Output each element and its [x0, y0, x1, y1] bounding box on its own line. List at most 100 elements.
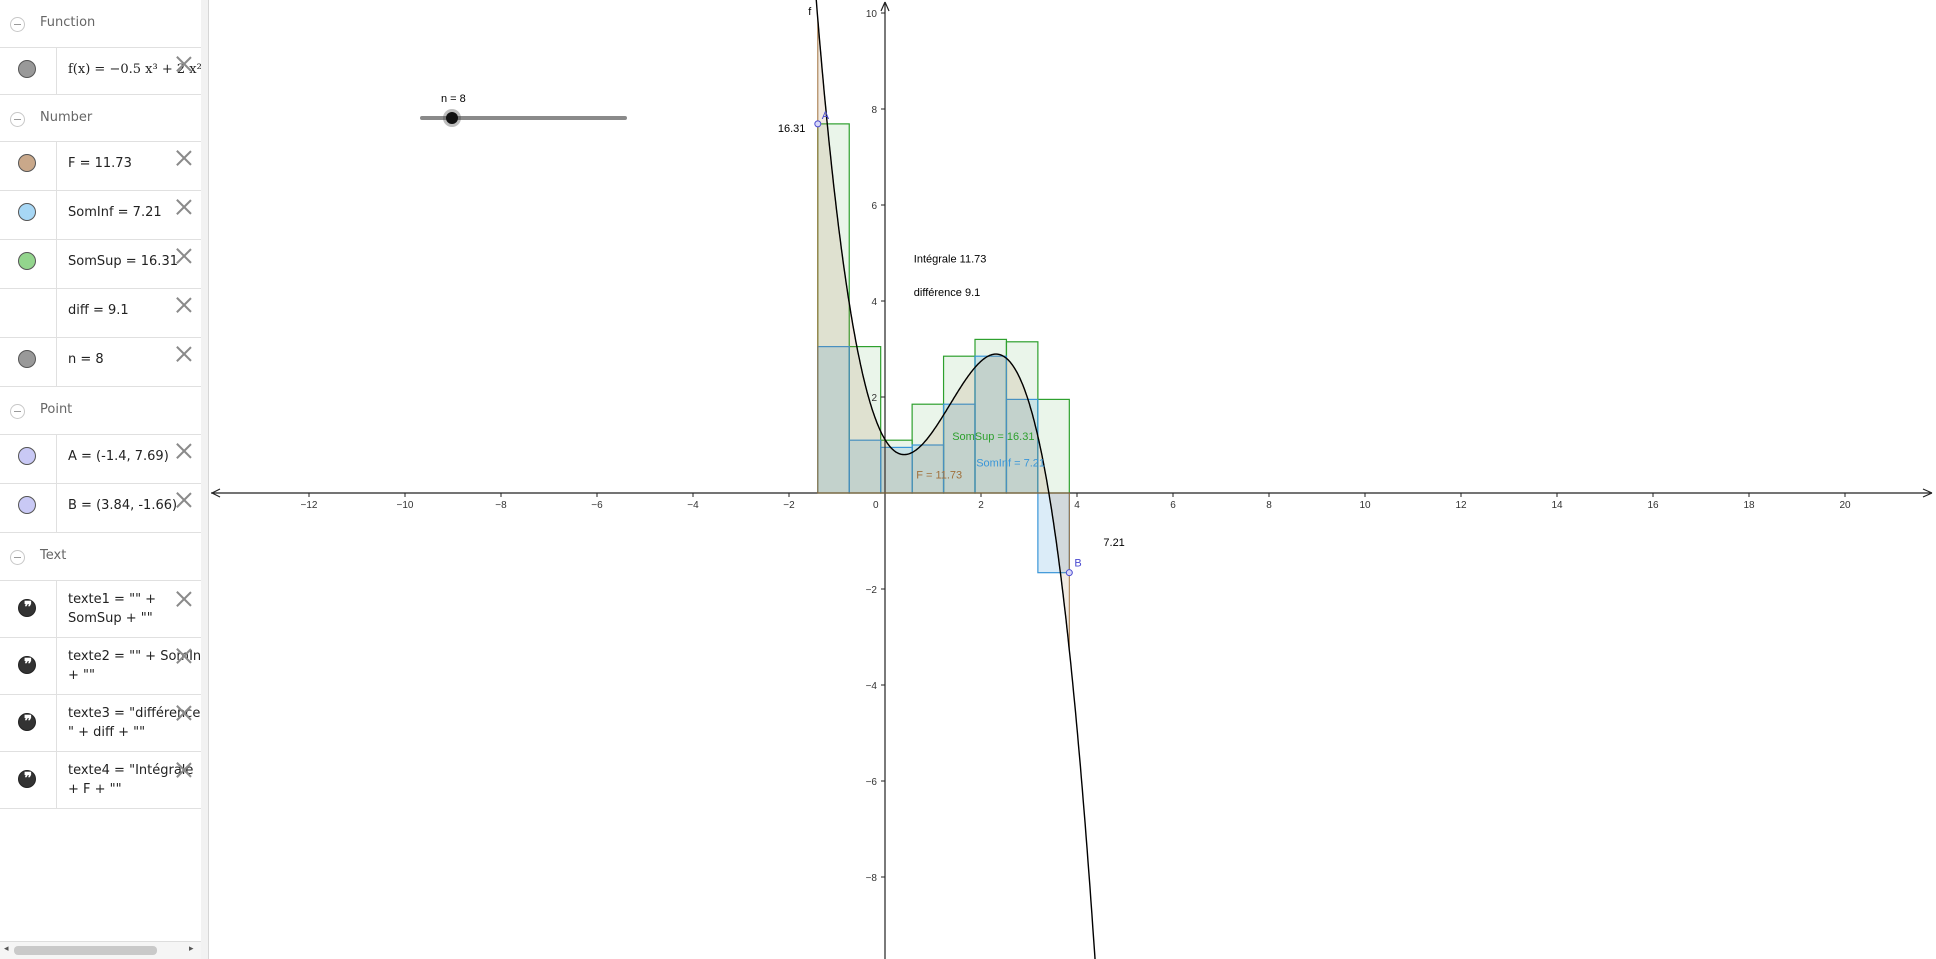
- algebra-row-function[interactable]: f(x) = −0.5 x³ + 2 x²: [0, 48, 201, 95]
- text-expression[interactable]: texte4 = "Intégrale + F + "": [68, 761, 193, 799]
- x-axis-arrow: [211, 488, 221, 498]
- scroll-right-icon[interactable]: ▸: [189, 944, 194, 954]
- delete-icon[interactable]: [176, 199, 192, 215]
- text-expression[interactable]: texte1 = "" + SomSup + "": [68, 590, 156, 628]
- category-point[interactable]: Point: [0, 387, 201, 435]
- text-expression-line: texte4 = "Intégrale: [68, 763, 194, 778]
- algebra-row-number[interactable]: n = 8: [0, 338, 201, 387]
- collapse-icon[interactable]: [10, 404, 25, 419]
- point-a[interactable]: [814, 120, 822, 128]
- somsup-caption: SomSup = 16.31: [952, 431, 1034, 443]
- number-expression[interactable]: diff = 9.1: [68, 303, 129, 318]
- number-expression[interactable]: SomSup = 16.31: [68, 254, 178, 269]
- visibility-toggle-icon[interactable]: [18, 203, 36, 221]
- visibility-toggle-icon[interactable]: [18, 350, 36, 368]
- delete-icon[interactable]: [176, 762, 192, 778]
- y-tick-label: 2: [871, 393, 877, 404]
- difference-text: différence 9.1: [914, 287, 980, 299]
- collapse-icon[interactable]: [10, 17, 25, 32]
- x-tick-label: 4: [1074, 500, 1080, 511]
- x-tick-label: 20: [1839, 500, 1851, 511]
- point-expression[interactable]: A = (-1.4, 7.69): [68, 449, 169, 464]
- delete-icon[interactable]: [176, 648, 192, 664]
- number-expression[interactable]: SomInf = 7.21: [68, 205, 162, 220]
- integral-area: [817, 19, 1070, 651]
- integrale-text: Intégrale 11.73: [914, 254, 987, 266]
- y-tick-label: −2: [866, 585, 878, 596]
- lower-sum-rect: [817, 346, 850, 494]
- algebra-row-number[interactable]: diff = 9.1: [0, 289, 201, 338]
- collapse-icon[interactable]: [10, 550, 25, 565]
- sominf-caption: SomInf = 7.21: [976, 458, 1045, 470]
- text-expression-line: texte3 = "différence: [68, 706, 201, 721]
- y-tick-label: 10: [866, 9, 878, 20]
- quote-icon[interactable]: ❞: [18, 598, 36, 617]
- y-tick-label: 6: [871, 201, 877, 212]
- algebra-row-text[interactable]: ❞ texte1 = "" + SomSup + "": [0, 581, 201, 638]
- y-tick-label: 8: [871, 105, 877, 116]
- visibility-toggle-icon[interactable]: [18, 154, 36, 172]
- y-axis-arrow: [880, 1, 890, 12]
- algebra-row-number[interactable]: SomInf = 7.21: [0, 191, 201, 240]
- quote-icon[interactable]: ❞: [18, 712, 36, 731]
- function-curve[interactable]: [791, 0, 1096, 959]
- point-a-label: A: [822, 110, 830, 122]
- lower-sum-rect: [848, 439, 882, 494]
- delete-icon[interactable]: [176, 248, 192, 264]
- point-b[interactable]: [1065, 569, 1073, 577]
- text-expression-line: texte1 = "" +: [68, 592, 157, 607]
- horizontal-scrollbar[interactable]: ◂ ▸: [0, 941, 201, 959]
- category-label: Function: [40, 15, 96, 30]
- number-expression[interactable]: F = 11.73: [68, 156, 132, 171]
- delete-icon[interactable]: [176, 346, 192, 362]
- algebra-row-point[interactable]: B = (3.84, -1.66): [0, 484, 201, 533]
- x-tick-label: 14: [1551, 500, 1563, 511]
- delete-icon[interactable]: [176, 492, 192, 508]
- slider-knob[interactable]: [446, 112, 458, 124]
- delete-icon[interactable]: [176, 150, 192, 166]
- quote-icon[interactable]: ❞: [18, 769, 36, 788]
- algebra-row-text[interactable]: ❞ texte3 = "différence " + diff + "": [0, 695, 201, 752]
- category-number[interactable]: Number: [0, 95, 201, 142]
- view-divider[interactable]: [201, 0, 209, 959]
- algebra-row-text[interactable]: ❞ texte2 = "" + SomInf + "": [0, 638, 201, 695]
- x-tick-label: 10: [1359, 500, 1371, 511]
- point-b-label: B: [1074, 558, 1081, 570]
- collapse-icon[interactable]: [10, 112, 25, 127]
- number-expression[interactable]: n = 8: [68, 352, 104, 367]
- category-label: Text: [40, 548, 67, 563]
- x-tick-label: 0: [873, 500, 879, 511]
- algebra-row-number[interactable]: F = 11.73: [0, 142, 201, 191]
- function-expression[interactable]: f(x) = −0.5 x³ + 2 x²: [68, 62, 202, 77]
- algebra-row-point[interactable]: A = (-1.4, 7.69): [0, 435, 201, 484]
- quote-icon[interactable]: ❞: [18, 655, 36, 674]
- quote-glyph: ❞: [23, 712, 33, 730]
- visibility-toggle-icon[interactable]: [18, 447, 36, 465]
- scroll-left-icon[interactable]: ◂: [4, 944, 9, 954]
- sominf-value-label: 7.21: [1103, 537, 1124, 549]
- category-text[interactable]: Text: [0, 533, 201, 581]
- delete-icon[interactable]: [176, 705, 192, 721]
- visibility-toggle-icon[interactable]: [18, 252, 36, 270]
- delete-icon[interactable]: [176, 443, 192, 459]
- category-label: Number: [40, 110, 93, 125]
- text-expression-line: + F + "": [68, 782, 122, 797]
- visibility-toggle-icon[interactable]: [18, 60, 36, 78]
- scrollbar-thumb[interactable]: [14, 946, 157, 955]
- y-tick-label: 4: [871, 297, 877, 308]
- text-expression-line: texte2 = "" + SomInf: [68, 649, 202, 664]
- delete-icon[interactable]: [176, 56, 192, 72]
- text-expression[interactable]: texte2 = "" + SomInf + "": [68, 647, 202, 685]
- delete-icon[interactable]: [176, 591, 192, 607]
- algebra-row-number[interactable]: SomSup = 16.31: [0, 240, 201, 289]
- graphics-view[interactable]: −12 −10 −8 −6 −4 −2 0 2 4 6 8 10 12 14 16 18 20 10 8 6 4 2 −2 −…: [209, 0, 1936, 959]
- algebra-row-text[interactable]: ❞ texte4 = "Intégrale + F + "": [0, 752, 201, 809]
- x-tick-label: −6: [591, 500, 603, 511]
- x-tick-label: 2: [978, 500, 984, 511]
- text-expression[interactable]: texte3 = "différence " + diff + "": [68, 704, 200, 742]
- point-expression[interactable]: B = (3.84, -1.66): [68, 498, 178, 513]
- category-label: Point: [40, 402, 73, 417]
- visibility-toggle-icon[interactable]: [18, 496, 36, 514]
- category-function[interactable]: Function: [0, 0, 201, 48]
- delete-icon[interactable]: [176, 297, 192, 313]
